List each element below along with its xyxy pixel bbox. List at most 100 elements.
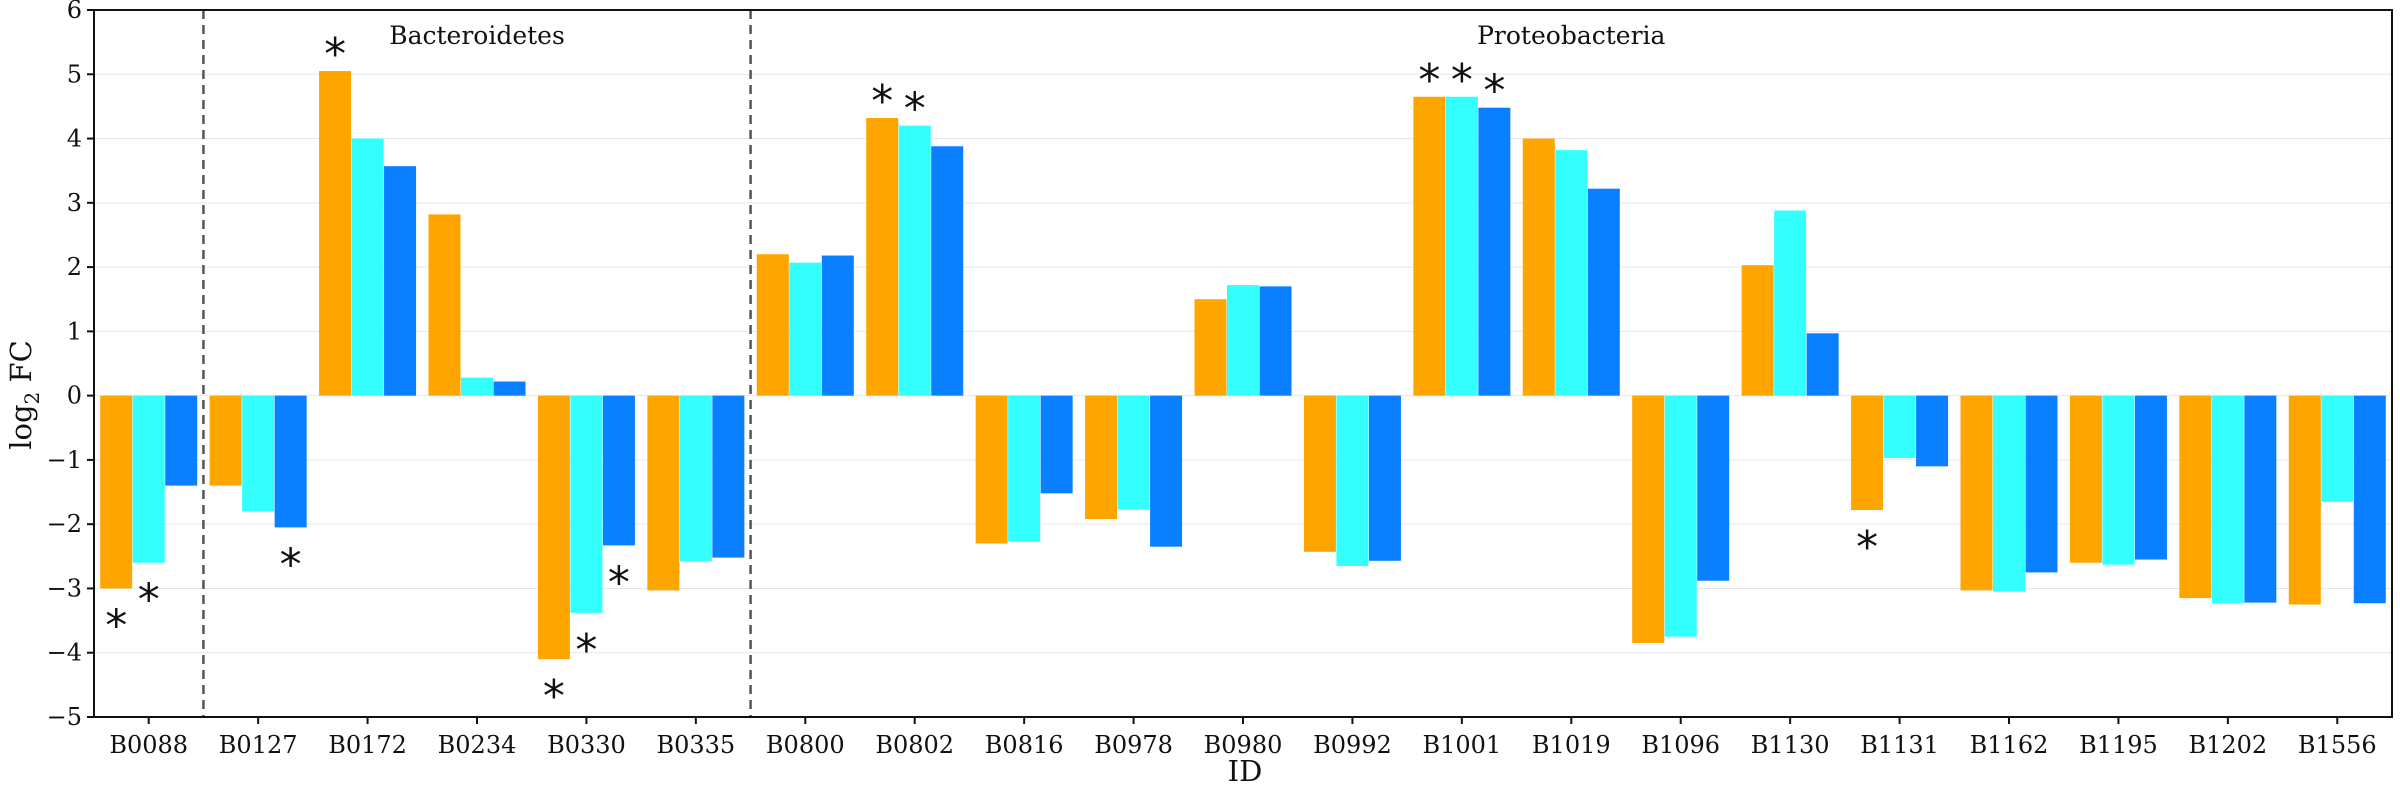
bar-B1001-series-1 (1413, 96, 1446, 396)
bar-B1162-series-2 (1993, 395, 2025, 592)
x-axis-title: ID (1228, 754, 1263, 788)
bar-B0816-series-2 (1008, 395, 1041, 542)
bar-B1556-series-2 (2321, 395, 2354, 502)
bar-B1131-series-1 (1851, 395, 1884, 511)
y-tick-label: 3 (67, 189, 82, 217)
bar-B1202-series-2 (2211, 395, 2244, 604)
x-tick-label: B1130 (1751, 731, 1830, 759)
bar-B0992-series-1 (1303, 395, 1336, 552)
bar-B0088-series-2 (132, 395, 165, 563)
bar-B0978-series-3 (1150, 395, 1183, 547)
x-tick-label: B0172 (328, 731, 407, 759)
x-tick-label: B1195 (2079, 731, 2158, 759)
x-tick-label: B1556 (2298, 731, 2377, 759)
bar-B1130-series-3 (1806, 333, 1839, 396)
bar-B1202-series-1 (2179, 395, 2212, 599)
bar-B0172-series-3 (384, 166, 417, 396)
y-tick-label: 6 (67, 0, 82, 24)
y-tick-label: 1 (67, 317, 82, 345)
y-tick-label: −5 (47, 703, 82, 731)
bar-B0978-series-1 (1085, 395, 1118, 520)
bar-B0172-series-2 (351, 138, 384, 396)
bar-B1130-series-1 (1741, 265, 1774, 396)
bar-B1096-series-3 (1697, 395, 1730, 581)
x-tick-label: B0992 (1313, 731, 1392, 759)
significance-star: * (575, 625, 597, 676)
bar-B1019-series-3 (1587, 188, 1620, 396)
significance-star: * (1418, 55, 1440, 106)
y-tick-label: 4 (67, 125, 82, 153)
bar-B1202-series-3 (2244, 395, 2277, 603)
bar-B0978-series-2 (1117, 395, 1150, 510)
x-tick-label: B1019 (1532, 731, 1611, 759)
x-tick-label: B1096 (1641, 731, 1720, 759)
bar-B1131-series-2 (1883, 395, 1916, 458)
significance-star: * (1856, 522, 1878, 573)
x-axis: B0088 B0127 B0172 B0234 B0330 B0335 B0800 B0802… (109, 717, 2377, 759)
bar-B0980-series-2 (1227, 285, 1259, 396)
group-label: Bacteroidetes (389, 21, 565, 50)
y-axis-title-main: log (4, 404, 38, 449)
bar-B0088-series-1 (100, 395, 133, 589)
bar-B1131-series-3 (1916, 395, 1949, 467)
significance-star: * (138, 575, 160, 626)
significance-star: * (608, 557, 630, 608)
x-tick-label: B0330 (547, 731, 626, 759)
bar-B0234-series-2 (461, 377, 493, 396)
group-dividers (202, 10, 752, 717)
bar-B0088-series-3 (165, 395, 198, 486)
x-tick-label: B0980 (1204, 731, 1283, 759)
significance-star: * (543, 671, 565, 722)
y-axis-title: log2 FC (4, 340, 44, 450)
significance-star: * (324, 29, 346, 80)
bar-B1162-series-3 (2025, 395, 2058, 573)
x-tick-label: B0800 (766, 731, 845, 759)
bar-B1556-series-3 (2353, 395, 2386, 604)
significance-star: * (904, 84, 926, 135)
bar-B0330-series-1 (537, 395, 570, 660)
bar-B0172-series-1 (319, 71, 352, 396)
bar-B1001-series-2 (1445, 96, 1478, 396)
y-axis-title-subscript: 2 (20, 392, 44, 405)
bar-B0234-series-1 (428, 214, 461, 396)
x-tick-label: B0088 (109, 731, 188, 759)
significance-markers: ******** ** * ** (105, 29, 1878, 722)
y-tick-label: 5 (67, 60, 82, 88)
bar-B1130-series-2 (1774, 210, 1807, 396)
x-tick-label: B1131 (1860, 731, 1939, 759)
bar-B0127-series-1 (209, 395, 242, 486)
x-tick-label: B0127 (219, 731, 298, 759)
x-tick-label: B0978 (1094, 731, 1173, 759)
bar-B0335-series-3 (712, 395, 745, 558)
bar-B0816-series-1 (975, 395, 1008, 544)
group-labels: Bacteroidetes Proteobacteria (389, 21, 1665, 50)
bar-B0802-series-3 (931, 146, 964, 396)
bar-B1162-series-1 (1960, 395, 1993, 591)
bar-B1096-series-2 (1664, 395, 1697, 637)
y-tick-label: 2 (67, 253, 82, 281)
significance-star: * (105, 600, 127, 651)
bar-B0802-series-2 (898, 125, 931, 396)
bar-B0800-series-3 (821, 255, 854, 396)
bar-B0816-series-3 (1040, 395, 1073, 494)
bar-B0992-series-3 (1368, 395, 1401, 561)
bar-B0234-series-3 (493, 381, 526, 396)
bar-B0980-series-3 (1259, 286, 1292, 396)
bar-B1195-series-2 (2102, 395, 2135, 565)
x-tick-label: B0802 (875, 731, 954, 759)
y-tick-label: −4 (47, 639, 82, 667)
significance-star: * (871, 76, 893, 127)
y-tick-label: −2 (47, 510, 82, 538)
significance-star: * (280, 539, 302, 590)
significance-star: * (1483, 66, 1505, 117)
bar-B1019-series-1 (1522, 138, 1555, 396)
y-axis-title-tail: FC (4, 340, 38, 392)
y-axis: −5 −4 −3 −2 −1 0 1 2 3 4 5 6 (47, 0, 94, 731)
bar-B0980-series-1 (1194, 299, 1227, 396)
bar-B0800-series-1 (756, 254, 789, 396)
bar-B0800-series-2 (789, 262, 822, 396)
bar-B0335-series-1 (647, 395, 680, 591)
bar-B0127-series-3 (274, 395, 307, 528)
x-tick-label: B0816 (985, 731, 1064, 759)
